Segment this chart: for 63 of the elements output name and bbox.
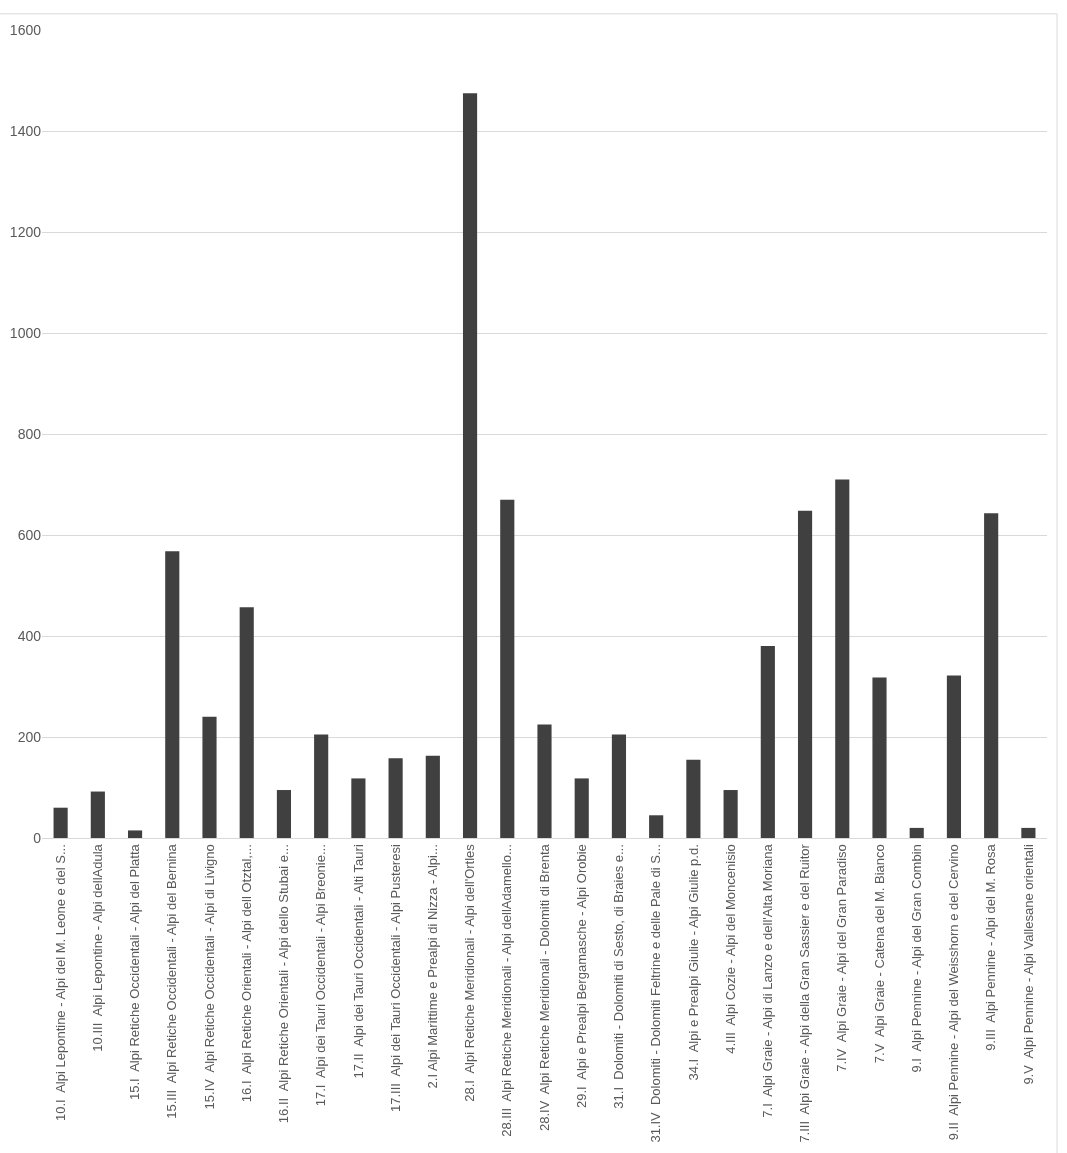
x-tick-label: 17.III Alpi dei Tauri Occidentali - Alpi Pusteresi (387, 844, 403, 1113)
bar (276, 790, 292, 838)
y-tick-label: 600 (17, 526, 42, 543)
x-tick-label: 9.III Alpi Pennine - Alpi del M. Rosa (983, 843, 999, 1051)
y-tick-label: 1400 (9, 122, 42, 139)
x-tick-label: 7.V Alpi Graie - Catena del M. Bianco (871, 844, 887, 1064)
bar (1021, 827, 1036, 838)
x-tick-label: 31.I Dolomiti - Dolomiti di Sesto, di Braies e... (611, 844, 627, 1109)
bar (90, 791, 105, 838)
bar (239, 607, 254, 838)
bar (872, 677, 887, 838)
bar (984, 513, 999, 838)
bar (611, 734, 627, 838)
x-tick-label: 2.I Alpi Marittime e Prealpi di Nizza - Alpi... (425, 844, 441, 1089)
bar (909, 827, 924, 838)
y-tick-label: 400 (17, 627, 42, 644)
x-tick-label: 16.II Alpi Retiche Orientali - Alpi dello Stubai e... (276, 844, 292, 1124)
bar (760, 646, 775, 838)
bar (686, 759, 701, 838)
bar (835, 479, 850, 838)
x-tick-label: 7.III Alpi Graie - Alpi della Gran Sassier e del Ruitor (797, 843, 813, 1143)
y-tick-label: 1000 (9, 324, 42, 341)
bar (388, 758, 403, 838)
x-tick-label: 9.I Alpi Pennine - Alpi del Gran Combin (908, 844, 924, 1073)
x-tick-label: 7.IV Alpi Graie - Alpi del Gran Paradiso (834, 844, 850, 1072)
x-tick-label: 9.II Alpi Pennine - Alpi del Weisshorn e del Cervino (946, 844, 962, 1141)
x-tick-label: 15.III Alpi Retiche Occidentali - Alpi del Bernina (164, 843, 180, 1119)
y-tick-label: 0 (33, 829, 42, 846)
bar (165, 551, 180, 838)
bar (462, 93, 478, 838)
bar (127, 830, 143, 838)
bar (946, 675, 962, 838)
x-tick-label: 29.I Alpi e Prealpi Bergamasche - Alpi Orobie (573, 844, 589, 1108)
bar (351, 778, 366, 838)
x-tick-label: 17.I Alpi dei Tauri Occidentali - Alpi Breonie... (313, 844, 329, 1107)
bar (53, 807, 68, 838)
x-tick-label: 34.I Alpi e Prealpi Giulie - Alpi Giulie p.d. (685, 844, 701, 1081)
x-tick-label: 10.III Alpi Lepontine - Alpi dellAdula (90, 843, 106, 1052)
bar (537, 724, 552, 838)
bar (797, 510, 813, 838)
bar (425, 755, 440, 838)
x-tick-label: 10.I Alpi Lepontine - Alpi del M. Leone e del S... (52, 844, 68, 1121)
x-tick-label: 17.II Alpi dei Tauri Occidentali - Alti Tauri (350, 844, 366, 1079)
x-tick-label: 4.III Alpi Cozie - Alpi del Moncenisio (722, 844, 738, 1054)
x-tick-label: 31.IV Dolomiti - Dolomiti Feltrine e delle Pale di S... (648, 844, 664, 1143)
bar (314, 734, 329, 838)
x-tick-label: 28.I Alpi Retiche Meridionali - Alpi dell'Ortles (462, 843, 478, 1102)
x-tick-label: 15.I Alpi Retiche Occidentali - Alpi del Platta (127, 843, 143, 1101)
x-tick-label: 15.IV Alpi Retiche Occidentali - Alpi di Livigno (201, 844, 217, 1110)
y-tick-label: 800 (17, 425, 42, 442)
x-tick-label: 9.V Alpi Pennine - Alpi Vallesane orientali (1020, 844, 1036, 1085)
x-tick-label: 28.III Alpi Retiche Meridionali - Alpi dellAdamello... (499, 844, 515, 1137)
y-tick-label: 1200 (9, 223, 42, 240)
x-tick-label: 16.I Alpi Retiche Orientali - Alpi dell Otztal,... (238, 844, 254, 1103)
bar (723, 790, 738, 838)
x-tick-label: 28.IV Alpi Retiche Meridionali - Dolomiti di Brenta (536, 843, 552, 1132)
y-tick-label: 200 (17, 728, 42, 745)
bar (500, 499, 515, 838)
bar (649, 815, 664, 838)
x-tick-label: 7.I Alpi Graie - Alpi di Lanzo e dell'Alta Moriana (760, 843, 776, 1118)
bar (202, 716, 217, 838)
y-tick-label: 1600 (9, 21, 42, 38)
bar (574, 778, 589, 838)
